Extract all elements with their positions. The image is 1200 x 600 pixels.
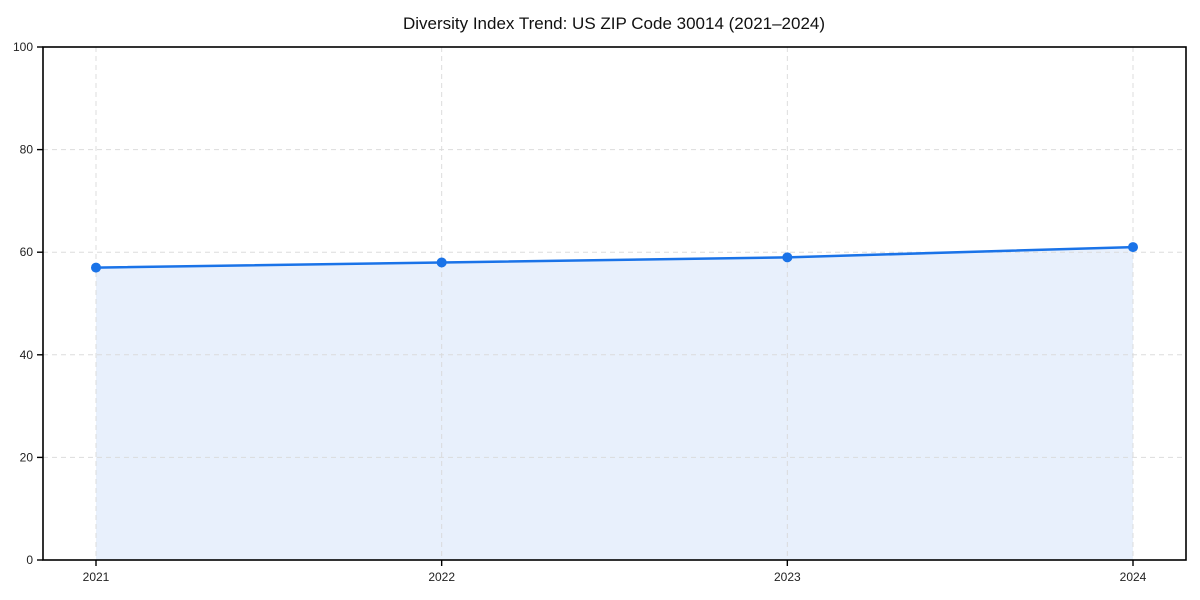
y-tick-label: 80 (20, 143, 34, 157)
data-point (1128, 242, 1138, 253)
y-tick-label: 100 (13, 40, 33, 54)
trend-line (94, 245, 1135, 269)
y-tick-label: 40 (20, 348, 34, 362)
y-tick-label: 0 (26, 553, 33, 567)
y-tick-label: 60 (20, 245, 34, 259)
plot-area: 0 20 40 60 80 100 2021 2022 2023 2024 (13, 40, 1187, 584)
area-fill (96, 247, 1133, 560)
x-tick-label: 2021 (83, 570, 110, 584)
data-point (91, 262, 101, 273)
chart-title: Diversity Index Trend: US ZIP Code 30014… (403, 14, 825, 33)
x-tick-label: 2024 (1120, 570, 1147, 584)
data-point (782, 252, 793, 263)
x-tick-label: 2022 (428, 570, 455, 584)
y-tick-label: 20 (20, 450, 34, 464)
data-point (436, 257, 447, 268)
axes-frame (42, 46, 1187, 561)
x-tick-label: 2023 (774, 570, 801, 584)
